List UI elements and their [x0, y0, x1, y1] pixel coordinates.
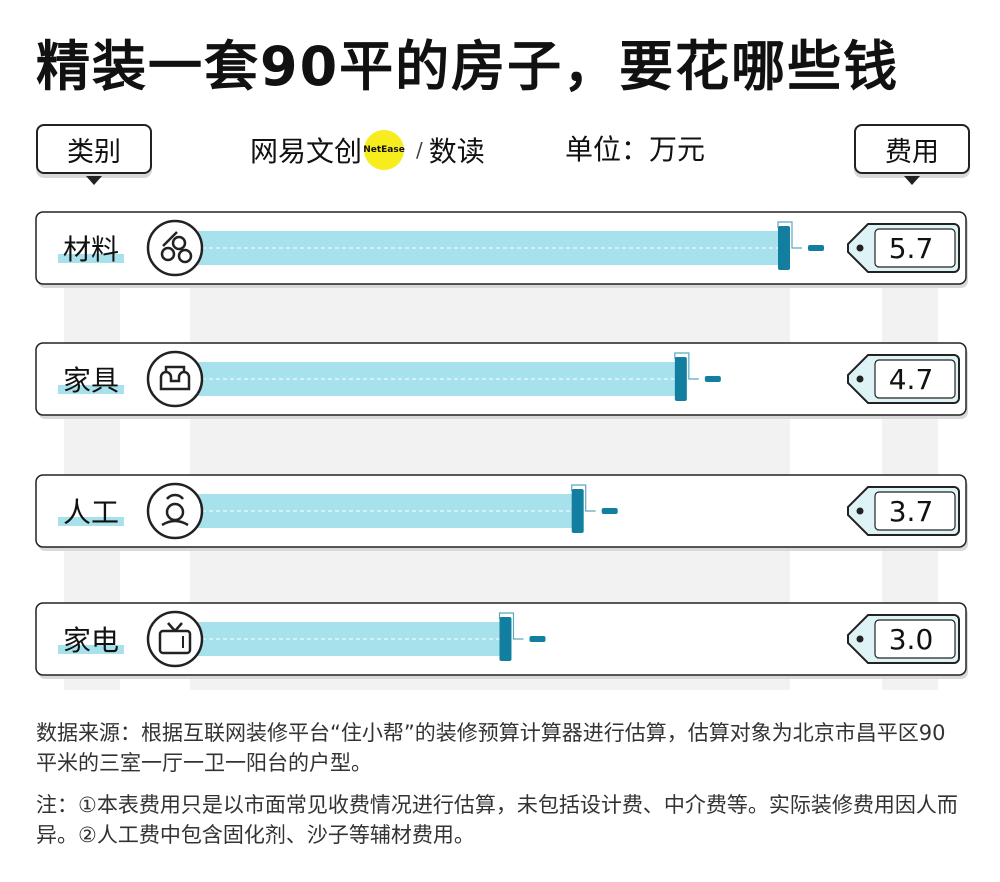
icon-circle — [146, 610, 204, 668]
category-underline — [58, 645, 124, 654]
icon-circle — [146, 350, 204, 408]
worker-icon — [161, 493, 189, 527]
category-label-text: 类别 — [67, 136, 121, 168]
paint-roller — [674, 357, 687, 401]
category-column-label: 类别 — [36, 124, 152, 174]
bar-row-0: 材料 5.7 — [35, 211, 968, 288]
paint-roller — [499, 617, 512, 661]
tv-antenna-right — [174, 622, 183, 632]
pipe-ring-1 — [171, 235, 187, 251]
sofa-body — [159, 370, 191, 391]
category-label: 人工 — [63, 496, 119, 529]
value-tag-hole — [856, 507, 864, 515]
brand-logo: 网易文创 NetEase / 数读 — [250, 130, 485, 170]
worker-shoulders — [161, 519, 189, 527]
value-tag-inner — [874, 359, 956, 399]
row-icon-group — [146, 219, 204, 277]
pipe-ring-2 — [177, 248, 193, 264]
category-label: 家具 — [63, 364, 119, 397]
value-tag: 4.7 — [847, 354, 960, 404]
category-underline — [58, 385, 124, 394]
brand-dot-icon: NetEase — [363, 130, 405, 170]
value-tag: 3.0 — [847, 614, 960, 664]
footnote: 注：①本表费用只是以市面常见收费情况进行估算，未包括设计费、中介费等。实际装修费… — [36, 793, 958, 847]
data-label: 3.0 — [889, 623, 934, 656]
roller-handle-wire — [571, 484, 596, 512]
value-tag-hole — [856, 635, 864, 643]
sofa-icon — [159, 365, 191, 391]
bar-row-2: 人工 3.7 — [35, 474, 968, 551]
brand-name-right: 数读 — [428, 135, 485, 168]
data-label: 3.7 — [889, 495, 934, 528]
category-label: 家电 — [63, 624, 119, 657]
roller-grip — [601, 508, 618, 514]
data-label: 4.7 — [889, 363, 934, 396]
bar — [196, 362, 681, 396]
category-label: 材料 — [63, 233, 119, 266]
value-tag-hole — [856, 244, 864, 252]
roller-handle-wire — [674, 352, 699, 380]
unit-label: 单位：万元 — [565, 133, 706, 166]
pipes-icon — [160, 231, 193, 264]
row-icon-group — [146, 482, 204, 540]
roller-grip — [808, 245, 824, 251]
pipe-ring-0 — [160, 246, 176, 262]
roller-grip — [704, 376, 721, 382]
tv-icon — [158, 622, 192, 655]
brand-slash: / — [416, 138, 423, 162]
pipe-line — [162, 231, 178, 247]
category-underline — [58, 254, 124, 263]
category-underline — [58, 517, 124, 526]
bar-chart: 材料 5.7 家具 4.7 人工 3.7 家电 3.0 — [35, 211, 968, 690]
roller-grip — [529, 636, 546, 642]
value-tag-hole — [856, 375, 864, 383]
brand-dot-text: NetEase — [363, 145, 405, 155]
tv-antenna-left — [167, 622, 176, 632]
paint-roller — [778, 226, 790, 270]
value-tag: 3.7 — [847, 486, 960, 536]
roller-handle-wire — [498, 612, 524, 640]
icon-circle — [146, 482, 204, 540]
bar-row-1: 家具 4.7 — [35, 342, 968, 419]
paint-roller — [571, 489, 584, 533]
value-tag-inner — [874, 228, 956, 268]
brand-name-left: 网易文创 — [250, 135, 363, 168]
sofa-back — [164, 365, 186, 373]
value-tag-inner — [874, 619, 956, 659]
data-source-note: 数据来源：根据互联网装修平台“住小帮”的装修预算计算器进行估算，估算对象为北京市… — [36, 721, 946, 775]
bar-row-3: 家电 3.0 — [35, 602, 968, 679]
worker-helmet — [166, 493, 184, 500]
row-icon-group — [146, 610, 204, 668]
row-icon-group — [146, 350, 204, 408]
page-title: 精装一套90平的房子，要花哪些钱 — [36, 35, 900, 98]
value-tag-inner — [874, 491, 956, 531]
value-tag: 5.7 — [847, 223, 960, 273]
cost-label-text: 费用 — [885, 136, 939, 168]
cost-column-label: 费用 — [854, 124, 970, 174]
roller-handle-wire — [777, 221, 802, 249]
data-label: 5.7 — [889, 232, 934, 265]
